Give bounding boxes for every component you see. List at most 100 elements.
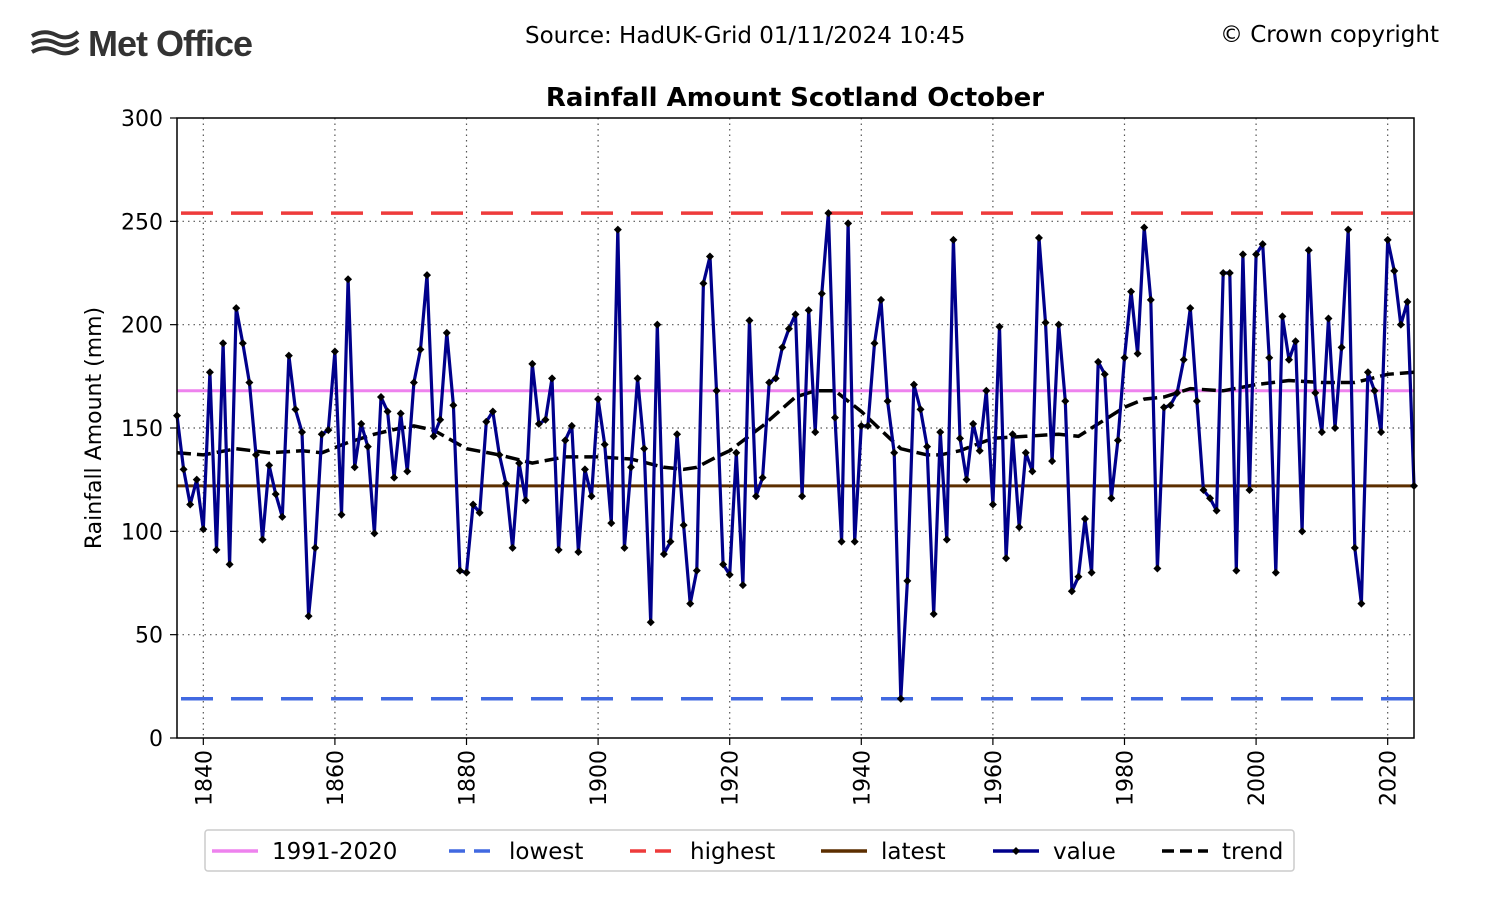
value-point bbox=[1199, 486, 1208, 494]
logo-text: Met Office bbox=[88, 23, 253, 64]
met-office-logo: Met Office bbox=[30, 22, 253, 66]
value-point bbox=[515, 459, 524, 468]
x-tick-label: 1960 bbox=[982, 750, 1007, 806]
value-point bbox=[1390, 266, 1399, 275]
value-point bbox=[1363, 368, 1372, 377]
y-tick-label: 0 bbox=[149, 727, 163, 752]
x-tick-label: 1920 bbox=[719, 750, 744, 806]
value-point bbox=[811, 428, 820, 437]
value-point bbox=[607, 519, 616, 528]
value-point bbox=[554, 545, 563, 554]
legend: 1991-2020 lowest highest latest value trend bbox=[204, 829, 1295, 872]
value-point bbox=[962, 475, 971, 484]
value-point bbox=[765, 378, 774, 387]
value-point bbox=[738, 581, 747, 590]
value-point bbox=[1219, 269, 1228, 277]
value-point bbox=[627, 463, 636, 472]
value-point bbox=[640, 444, 649, 453]
legend-box bbox=[204, 829, 1295, 872]
value-point bbox=[1015, 523, 1024, 532]
value-point bbox=[988, 500, 997, 509]
value-point bbox=[344, 275, 353, 284]
value-point bbox=[659, 550, 668, 559]
value-point bbox=[1002, 554, 1011, 563]
legend-item-baseline: 1991-2020 bbox=[212, 839, 397, 865]
value-point bbox=[791, 310, 800, 319]
value-point bbox=[1179, 355, 1188, 364]
legend-item-highest: highest bbox=[630, 839, 775, 865]
value-point bbox=[265, 461, 274, 470]
value-point bbox=[699, 279, 708, 288]
value-point bbox=[534, 419, 543, 428]
legend-item-lowest: lowest bbox=[449, 839, 583, 865]
value-point bbox=[508, 543, 517, 552]
value-point bbox=[1067, 587, 1076, 596]
value-point bbox=[784, 324, 793, 333]
value-point bbox=[995, 322, 1004, 331]
value-point bbox=[1094, 357, 1103, 366]
value-point bbox=[916, 405, 925, 414]
value-point bbox=[436, 415, 445, 424]
value-point bbox=[403, 467, 412, 476]
value-point bbox=[1074, 572, 1083, 581]
value-point bbox=[942, 535, 951, 544]
value-point bbox=[778, 343, 787, 352]
value-point bbox=[824, 209, 833, 218]
value-point bbox=[1271, 568, 1280, 577]
value-point bbox=[1048, 457, 1057, 466]
value-point bbox=[324, 426, 333, 435]
value-point bbox=[903, 576, 912, 585]
legend-item-value: value bbox=[993, 839, 1116, 865]
value-point bbox=[725, 570, 734, 579]
value-point bbox=[1265, 353, 1274, 362]
trend-line bbox=[176, 370, 1415, 472]
met-office-waves-icon bbox=[30, 30, 80, 56]
value-point bbox=[409, 378, 418, 387]
value-point bbox=[600, 440, 609, 449]
value-point bbox=[561, 436, 570, 445]
value-point bbox=[219, 339, 228, 348]
value-point bbox=[1081, 514, 1090, 523]
legend-label: latest bbox=[881, 839, 946, 865]
value-point bbox=[469, 500, 478, 509]
y-tick-label: 50 bbox=[135, 624, 163, 649]
value-point bbox=[232, 304, 241, 313]
value-point bbox=[1291, 337, 1300, 346]
value-point bbox=[423, 271, 432, 280]
value-point bbox=[304, 612, 313, 621]
legend-label: lowest bbox=[509, 839, 583, 865]
legend-marker bbox=[1012, 847, 1020, 855]
value-point bbox=[837, 537, 846, 546]
value-point bbox=[955, 434, 964, 443]
value-point bbox=[271, 490, 280, 499]
value-point bbox=[758, 473, 767, 482]
value-point bbox=[396, 409, 405, 418]
value-point bbox=[817, 289, 826, 298]
value-point bbox=[1159, 403, 1168, 412]
value-point bbox=[317, 430, 326, 439]
value-point bbox=[890, 448, 899, 457]
value-point bbox=[1034, 233, 1043, 242]
value-line bbox=[175, 211, 1416, 701]
value-point bbox=[686, 599, 695, 608]
value-point bbox=[1206, 494, 1215, 503]
value-point bbox=[1370, 386, 1379, 395]
value-point bbox=[416, 345, 425, 354]
x-tick-label: 1840 bbox=[192, 750, 217, 806]
value-point bbox=[1186, 304, 1195, 313]
value-point bbox=[1350, 543, 1359, 552]
value-point bbox=[1166, 401, 1175, 410]
value-point bbox=[982, 386, 991, 395]
value-point bbox=[969, 419, 978, 428]
value-point bbox=[521, 496, 530, 505]
value-point bbox=[1212, 506, 1221, 515]
value-point bbox=[284, 351, 293, 360]
legend-label: value bbox=[1053, 839, 1116, 865]
value-point bbox=[712, 386, 721, 395]
value-point bbox=[909, 380, 918, 389]
value-point bbox=[1311, 388, 1320, 397]
value-point bbox=[1146, 295, 1155, 304]
x-tick-label: 1880 bbox=[456, 750, 481, 806]
value-point bbox=[205, 368, 214, 377]
